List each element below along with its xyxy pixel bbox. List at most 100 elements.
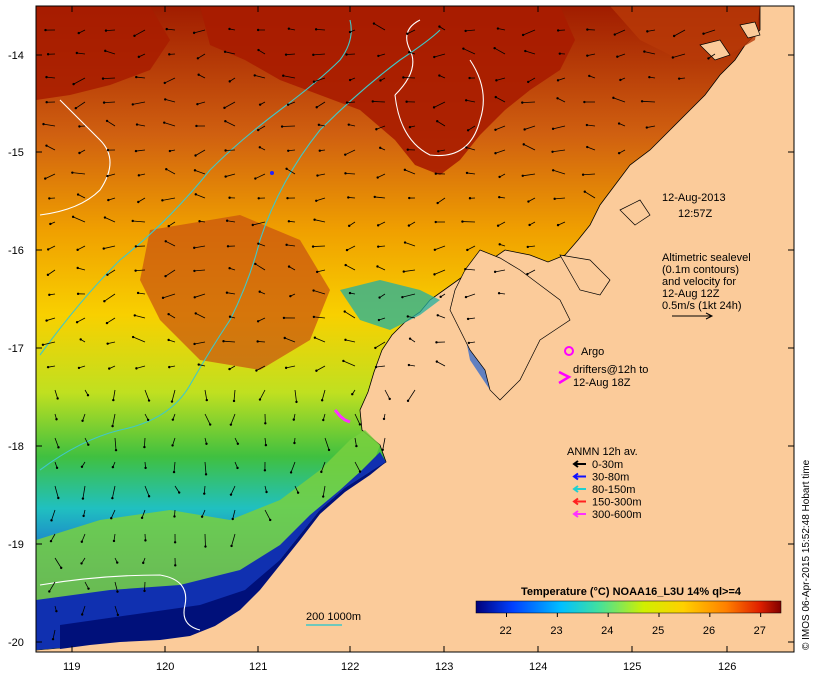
map-frame	[35, 5, 795, 653]
velocity-arrow-tip	[264, 443, 268, 447]
velocity-arrow	[258, 49, 266, 55]
velocity-arrow	[557, 77, 566, 81]
velocity-arrow-tip	[287, 27, 291, 30]
velocity-arrow-tip	[556, 79, 560, 82]
velocity-arrow	[553, 169, 566, 175]
velocity-arrow-tip	[147, 495, 151, 498]
velocity-arrow-tip	[167, 224, 170, 228]
velocity-arrow-tip	[103, 216, 107, 219]
altimetry-line-2: (0.1m contours)	[662, 264, 739, 276]
velocity-arrow	[466, 99, 476, 103]
velocity-arrow-tip	[57, 446, 60, 449]
velocity-arrow-tip	[87, 443, 90, 446]
velocity-arrow-tip	[228, 196, 231, 199]
velocity-arrow-tip	[351, 393, 354, 396]
velocity-arrow	[377, 266, 386, 271]
velocity-arrow	[384, 389, 391, 400]
warm-core-west	[36, 6, 170, 100]
velocity-arrow	[437, 197, 446, 204]
velocity-arrow	[314, 219, 326, 223]
velocity-arrow	[465, 293, 476, 298]
velocity-arrow-tip	[103, 299, 106, 303]
velocity-arrow-tip	[551, 150, 554, 153]
velocity-arrow-tip	[225, 219, 229, 222]
velocity-arrow-tip	[48, 293, 51, 297]
velocity-arrow-tip	[295, 400, 298, 404]
velocity-arrow	[73, 77, 86, 85]
velocity-arrow-tip	[556, 223, 560, 227]
colorbar-gradient	[475, 600, 782, 614]
velocity-arrow-tip	[348, 78, 352, 82]
velocity-arrow	[252, 221, 266, 226]
anmn-item-label: 300-600m	[592, 509, 642, 521]
velocity-arrow-tip	[436, 120, 439, 123]
colorbar-tick-label: 24	[601, 625, 613, 637]
velocity-arrow	[231, 533, 236, 547]
velocity-arrow	[107, 269, 116, 276]
velocity-arrow	[317, 173, 326, 176]
velocity-arrow-tip	[229, 493, 233, 496]
velocity-arrow	[48, 245, 56, 250]
velocity-arrow	[42, 341, 56, 346]
velocity-arrow-tip	[285, 167, 288, 171]
velocity-arrow-tip	[377, 318, 381, 322]
velocity-arrow-tip	[44, 177, 47, 180]
velocity-arrow-tip	[177, 491, 181, 494]
velocity-arrow-tip	[205, 398, 208, 402]
velocity-arrow	[168, 221, 176, 227]
velocity-arrow	[136, 76, 146, 79]
velocity-arrow-tip	[348, 291, 352, 295]
velocity-arrow	[77, 267, 86, 271]
velocity-arrow-tip	[312, 53, 315, 57]
lon-label: 122	[341, 661, 359, 673]
velocity-arrow-tip	[82, 514, 85, 518]
velocity-arrow	[346, 53, 356, 55]
velocity-arrow-tip	[648, 75, 651, 79]
velocity-arrow	[81, 605, 86, 615]
velocity-arrow-tip	[137, 174, 141, 177]
lat-axis: -14 -15 -16 -17 -18 -19 -20	[8, 50, 794, 649]
velocity-arrow-tip	[314, 28, 318, 31]
velocity-arrow	[354, 413, 361, 425]
velocity-arrow-tip	[163, 121, 166, 124]
velocity-arrow	[557, 221, 566, 226]
velocity-arrow-tip	[161, 199, 164, 202]
velocity-arrow-tip	[112, 539, 116, 543]
velocity-arrow	[47, 269, 56, 276]
velocity-arrow-tip	[434, 220, 437, 224]
velocity-arrow-tip	[80, 613, 84, 616]
velocity-arrow	[165, 240, 176, 247]
velocity-arrow	[264, 509, 271, 521]
velocity-arrow-tip	[282, 316, 286, 320]
velocity-arrow-tip	[494, 95, 497, 99]
velocity-arrow	[523, 144, 536, 151]
colorbar-tick-label: 25	[652, 625, 664, 637]
velocity-arrow-tip	[401, 295, 404, 299]
anmn-arrowhead-icon	[572, 472, 579, 481]
velocity-arrow	[552, 125, 566, 130]
velocity-arrow-tip	[49, 222, 52, 226]
contour-cyan-2	[39, 19, 352, 356]
velocity-arrow-tip	[406, 315, 409, 318]
velocity-arrow	[225, 120, 236, 127]
velocity-arrow-tip	[133, 314, 136, 317]
velocity-arrow-tip	[465, 171, 469, 175]
velocity-arrow-tip	[617, 151, 621, 155]
velocity-arrow-tip	[46, 365, 50, 369]
velocity-arrow	[45, 173, 56, 179]
drifter-dot-icon	[270, 171, 274, 175]
velocity-arrow-tip	[46, 248, 50, 251]
velocity-arrow-tip	[55, 609, 58, 613]
velocity-arrow	[584, 191, 596, 199]
velocity-arrow	[135, 149, 146, 152]
velocity-arrow-tip	[114, 448, 118, 452]
velocity-arrow-tip	[102, 101, 106, 104]
velocity-arrow	[195, 193, 206, 199]
velocity-arrow-tip	[494, 128, 497, 131]
velocity-arrow-tip	[382, 417, 386, 421]
velocity-arrow-tip	[702, 32, 705, 35]
velocity-arrow-tip	[44, 28, 47, 32]
velocity-arrow	[404, 242, 416, 247]
velocity-arrow-tip	[619, 78, 622, 82]
velocity-arrow-tip	[131, 103, 134, 106]
